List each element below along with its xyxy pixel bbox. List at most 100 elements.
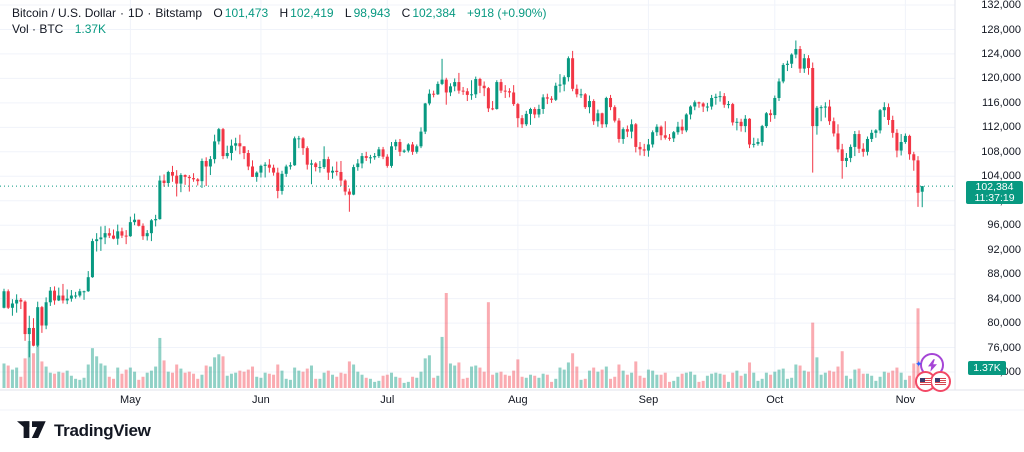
volume-bar (364, 377, 368, 388)
close-label: C (401, 6, 411, 20)
candle-body (537, 108, 541, 115)
volume-label[interactable]: Vol · BTC (12, 22, 64, 36)
candle-body (242, 146, 246, 154)
candle-body (621, 129, 625, 139)
symbol-title[interactable]: Bitcoin / U.S. Dollar (12, 6, 117, 20)
us-flag-icon (920, 377, 931, 386)
candle-body (10, 303, 14, 308)
volume-bar (642, 377, 646, 388)
volume-bar (908, 375, 912, 388)
volume-bar (381, 375, 385, 388)
volume-bar (882, 371, 886, 388)
volume-bar (352, 364, 356, 388)
candle-body (566, 58, 570, 78)
candle-body (760, 126, 764, 143)
volume-bar (819, 374, 823, 388)
open-label: O (213, 6, 223, 20)
volume-value: 1.37K (74, 22, 107, 36)
volume-bar (575, 366, 579, 388)
candle-body (360, 156, 364, 164)
candle-body (668, 137, 671, 139)
symbol-interval[interactable]: 1D (128, 6, 144, 20)
volume-bar (339, 372, 343, 388)
low-label: L (344, 6, 352, 20)
candle-body (823, 106, 827, 108)
candle-body (394, 142, 398, 147)
candle-body (297, 138, 301, 140)
symbol-exchange[interactable]: Bitstamp (155, 6, 203, 20)
candle-body (398, 142, 402, 152)
candle-body (865, 138, 869, 152)
candle-body (705, 106, 709, 108)
volume-bar (19, 376, 23, 388)
volume-bar (722, 374, 726, 388)
time-axis-label: Jun (252, 394, 270, 406)
economic-events-marker[interactable] (915, 371, 951, 392)
candle-body (444, 79, 448, 93)
candle-body (305, 148, 309, 165)
volume-bar (423, 358, 427, 388)
volume-bar (571, 353, 575, 388)
candle-body (196, 179, 200, 182)
candle-body (507, 91, 511, 93)
candle-body (217, 129, 221, 142)
volume-bar (335, 376, 339, 388)
volume-bar (794, 364, 798, 388)
candle-body (137, 219, 141, 226)
candle-body (600, 113, 604, 125)
candle-body (891, 119, 895, 133)
candle-body (158, 180, 162, 220)
volume-bar (411, 376, 415, 388)
volume-bar (229, 373, 233, 388)
volume-bar (701, 380, 705, 388)
volume-bar (15, 367, 19, 388)
volume-bar (145, 372, 149, 388)
time-axis[interactable]: May Jun Jul Aug Sep Oct Nov (0, 390, 955, 412)
candle-body (411, 144, 415, 152)
candle-body (402, 150, 406, 152)
volume-bar (453, 365, 457, 388)
volume-bar (887, 372, 891, 388)
candle-body (798, 49, 802, 69)
volume-bar (499, 371, 503, 388)
price-axis[interactable]: 132,000 128,000 124,000 120,000 116,000 112,0… (955, 0, 1024, 410)
volume-bar (377, 380, 381, 388)
candle-body (470, 94, 474, 96)
volume-bar (836, 366, 840, 388)
volume-bar (90, 348, 94, 388)
candle-body (571, 58, 575, 89)
volume-bar (225, 375, 229, 388)
candle-body (849, 146, 853, 158)
volume-bar (524, 377, 528, 388)
candle-body (276, 172, 280, 191)
volume-bar (849, 378, 853, 388)
candle-body (874, 130, 878, 133)
candle-body (819, 107, 823, 109)
candle-body (802, 58, 806, 69)
candle-body (103, 233, 107, 238)
candle-body (280, 173, 284, 191)
candle-body (642, 149, 646, 151)
candle-body (15, 299, 19, 304)
volume-bar (149, 370, 153, 388)
candle-body (267, 164, 271, 168)
candle-body (785, 63, 789, 65)
volume-bar (107, 376, 111, 388)
volume-bar (617, 364, 621, 388)
candle-body (187, 176, 191, 179)
volume-bar (550, 381, 554, 388)
tradingview-logo[interactable]: TradingView (17, 420, 151, 441)
volume-bar (280, 370, 284, 388)
candle-body (331, 170, 335, 173)
volume-bar (545, 374, 549, 388)
candle-body (141, 225, 145, 237)
price-axis-label: 76,000 (987, 341, 1021, 354)
volume-bar (726, 381, 730, 388)
volume-bar (242, 371, 246, 388)
candle-body (427, 93, 431, 104)
candle-body (486, 88, 490, 109)
volume-bar (844, 375, 848, 388)
candle-body (693, 102, 697, 107)
candle-body (78, 291, 82, 296)
